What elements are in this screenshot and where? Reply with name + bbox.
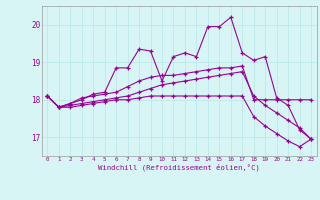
X-axis label: Windchill (Refroidissement éolien,°C): Windchill (Refroidissement éolien,°C): [98, 164, 260, 171]
